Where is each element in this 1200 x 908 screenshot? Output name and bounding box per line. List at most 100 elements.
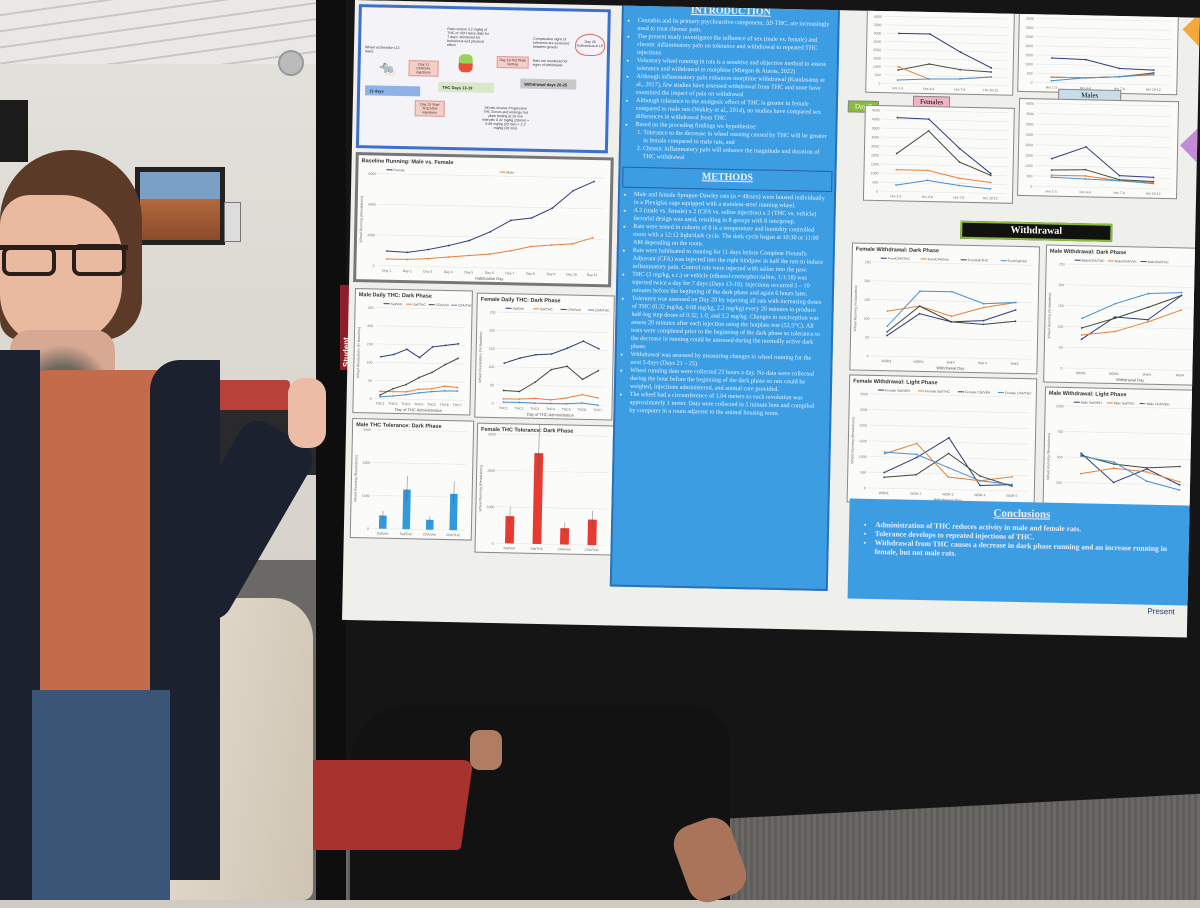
- series-line: [1082, 291, 1182, 321]
- data-point: [928, 63, 930, 65]
- rat-icon: 🐀: [378, 60, 396, 77]
- x-tick-label: THC6: [440, 403, 449, 407]
- data-point: [503, 398, 505, 400]
- x-tick-label: Hrs 7-9: [1114, 191, 1125, 195]
- data-point: [1051, 174, 1053, 176]
- x-tick-label: Hrs 1-3: [890, 194, 901, 198]
- y-tick-label: 1500: [859, 439, 867, 443]
- x-tick-label: WDR 4: [974, 493, 985, 497]
- y-tick-label: 2000: [1025, 143, 1033, 147]
- data-point: [456, 390, 458, 392]
- x-tick-label: Sal/THC: [400, 532, 413, 536]
- y-tick-label: 1500: [871, 162, 879, 166]
- gridline: [1034, 82, 1170, 85]
- methods-heading: METHODS: [627, 172, 827, 184]
- x-tick-label: Hrs 1-3: [892, 86, 903, 90]
- data-point: [958, 185, 960, 187]
- day11-box: Day 11 CFA/SAL injections: [408, 60, 438, 77]
- x-tick-label: Hrs 4-6: [923, 87, 934, 91]
- purple-arrow-icon: [1180, 127, 1199, 163]
- y-tick-label: 3500: [872, 126, 880, 130]
- data-point: [990, 76, 992, 78]
- y-tick-label: 200: [367, 324, 373, 328]
- data-point: [406, 258, 408, 260]
- data-point: [503, 401, 505, 403]
- y-tick-label: 250: [490, 310, 496, 314]
- data-point: [418, 392, 420, 394]
- gridline: [882, 83, 1006, 86]
- glasses-lens: [2, 246, 56, 276]
- hand: [288, 378, 326, 448]
- y-tick-label: 250: [1056, 481, 1062, 485]
- gridline: [1065, 431, 1197, 434]
- data-point: [597, 404, 599, 406]
- series-line: [1080, 456, 1180, 490]
- data-point: [457, 343, 459, 345]
- data-point: [427, 249, 429, 251]
- y-tick-label: 4000: [1026, 102, 1034, 106]
- y-tick-label: 500: [872, 180, 878, 184]
- glasses-lens: [72, 244, 126, 276]
- y-tick-label: 100: [367, 360, 373, 364]
- methods-box: METHODS: [622, 167, 832, 192]
- data-point: [1181, 292, 1183, 294]
- gridline: [496, 385, 606, 387]
- y-tick-label: 0: [492, 541, 494, 545]
- x-tick-label: WDR2: [1109, 372, 1119, 376]
- data-point: [927, 179, 929, 181]
- x-tick-label: Day 6: [485, 271, 494, 275]
- y-tick-label: 2500: [1025, 133, 1033, 137]
- legend-entry: Male CFA/VEH: [1147, 402, 1170, 406]
- gridline: [376, 307, 466, 309]
- x-tick-label: Hrs 1-3: [1046, 190, 1057, 194]
- gridline: [880, 191, 1006, 194]
- chart-title: Female Daily THC: Dark Phase: [481, 297, 561, 305]
- legend-entry: Female: [393, 168, 405, 172]
- y-tick-label: 1000: [1025, 164, 1033, 168]
- y-tick-label: 6000: [369, 172, 377, 176]
- data-point: [380, 356, 382, 358]
- data-point: [887, 310, 889, 312]
- y-tick-label: 1500: [1025, 53, 1033, 57]
- y-tick-label: 4000: [874, 15, 882, 19]
- data-point: [551, 244, 553, 246]
- y-tick-label: 1000: [859, 455, 867, 459]
- gridline: [881, 137, 1007, 140]
- x-tick-label: THC4: [546, 407, 555, 411]
- gridline: [1035, 46, 1171, 49]
- y-tick-label: 50: [490, 383, 494, 387]
- y-axis-label: Wheel Revolutions (% Baseline): [356, 327, 361, 378]
- x-tick-label: WDR 3: [942, 492, 953, 496]
- y-tick-label: 50: [865, 335, 869, 339]
- x-tick-label: WDR1: [879, 491, 889, 495]
- x-tick-label: THC1: [499, 406, 508, 410]
- x-tick-label: WDR2: [914, 360, 924, 364]
- data-point: [1153, 69, 1155, 71]
- gridline: [883, 58, 1007, 61]
- data-point: [392, 395, 394, 397]
- chart-title: Male Withdrawal: Dark Phase: [1050, 249, 1126, 257]
- legend-entry: Fem/CFA/Veh: [928, 257, 949, 261]
- y-tick-label: 0: [864, 486, 866, 490]
- data-point: [896, 117, 898, 119]
- chart-svg: Female Daily THC: Dark Phase050100150200…: [475, 294, 614, 420]
- series-line: [380, 390, 457, 399]
- series-line: [896, 170, 991, 183]
- x-tick-label: WDR1: [882, 359, 892, 363]
- x-tick-label: Day 5: [464, 270, 473, 274]
- data-point: [550, 399, 552, 401]
- legend-entry: Female Sal/VEH: [885, 388, 911, 393]
- y-tick-label: 2500: [871, 144, 879, 148]
- gridline: [497, 348, 607, 350]
- y-tick-label: 150: [489, 347, 495, 351]
- x-tick-label: THC2: [515, 406, 524, 410]
- data-point: [448, 256, 450, 258]
- y-tick-label: 500: [1027, 174, 1033, 178]
- y-tick-label: 50: [368, 379, 372, 383]
- data-point: [895, 169, 897, 171]
- gridline: [1034, 186, 1170, 189]
- gridline: [1036, 28, 1172, 31]
